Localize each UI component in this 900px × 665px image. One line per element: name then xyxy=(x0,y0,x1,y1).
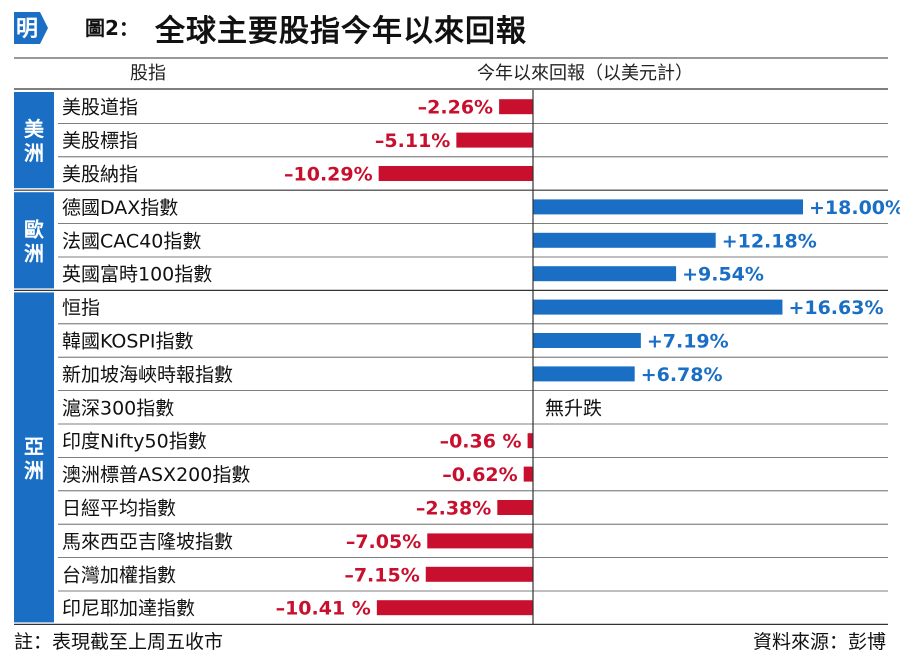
bar-negative xyxy=(499,99,533,115)
value-label: –10.29% xyxy=(284,164,373,186)
index-name: 馬來西亞吉隆坡指數 xyxy=(62,531,233,553)
value-label: +6.78% xyxy=(641,364,723,386)
value-label: +9.54% xyxy=(682,264,764,286)
value-label: +16.63% xyxy=(788,297,883,319)
value-label: –5.11% xyxy=(375,130,450,152)
value-label: –2.38% xyxy=(416,498,491,520)
index-name: 印度Nifty50指數 xyxy=(62,431,207,453)
index-name: 德國DAX指數 xyxy=(62,197,178,219)
bar-negative xyxy=(523,466,533,482)
index-name: 英國富時100指數 xyxy=(62,264,212,286)
column-header-index: 股指 xyxy=(130,63,166,84)
value-label: –2.26% xyxy=(418,97,493,119)
index-name: 恒指 xyxy=(62,297,100,319)
index-name: 美股道指 xyxy=(62,97,138,119)
column-header-return: 今年以來回報（以美元計） xyxy=(477,63,693,84)
bar-negative xyxy=(456,132,533,148)
bar-positive xyxy=(533,199,803,215)
value-label: +18.00% xyxy=(809,197,900,219)
region-label: 洲 xyxy=(24,141,44,165)
index-name: 美股納指 xyxy=(62,164,138,186)
region-label: 歐 xyxy=(24,217,44,241)
region-band xyxy=(14,292,54,623)
index-name: 韓國KOSPI指數 xyxy=(62,331,194,353)
bar-positive xyxy=(533,299,783,315)
value-label: +7.19% xyxy=(647,331,729,353)
bar-negative xyxy=(497,500,533,515)
value-label: 無升跌 xyxy=(545,397,602,419)
region-label: 洲 xyxy=(24,241,44,265)
bar-positive xyxy=(533,266,677,282)
region-label: 亞 xyxy=(24,434,44,458)
ming-pao-logo-icon: 明 xyxy=(14,12,48,44)
logo-char: 明 xyxy=(16,17,38,42)
bar-negative xyxy=(376,600,533,616)
index-name: 澳洲標普ASX200指數 xyxy=(62,464,250,486)
figure-number: 圖2： xyxy=(85,16,139,40)
region-label: 美 xyxy=(24,117,45,141)
chart-title: 全球主要股指今年以來回報 xyxy=(155,14,527,49)
value-label: –0.36 % xyxy=(440,431,522,453)
footnote: 註：表現截至上周五收市 xyxy=(14,631,224,653)
bar-negative xyxy=(425,566,533,582)
value-label: –10.41 % xyxy=(276,598,371,620)
source-note: 資料來源：彭博 xyxy=(752,631,886,653)
index-name: 法國CAC40指數 xyxy=(62,230,201,252)
region-band xyxy=(14,192,54,289)
index-name: 滬深300指數 xyxy=(62,397,174,419)
bar-positive xyxy=(533,232,716,248)
value-label: –7.15% xyxy=(344,564,419,586)
bar-positive xyxy=(533,333,641,348)
index-name: 印尼耶加達指數 xyxy=(62,598,195,620)
value-label: +12.18% xyxy=(722,230,817,252)
value-label: –7.05% xyxy=(346,531,421,553)
region-band xyxy=(14,92,54,189)
value-label: –0.62% xyxy=(442,464,517,486)
index-name: 美股標指 xyxy=(62,130,138,152)
bar-negative xyxy=(378,166,533,181)
index-name: 新加坡海峽時報指數 xyxy=(62,364,233,386)
region-label: 洲 xyxy=(24,458,44,482)
bar-negative xyxy=(427,533,533,549)
bar-positive xyxy=(533,366,635,382)
index-name: 日經平均指數 xyxy=(62,498,176,520)
index-name: 台灣加權指數 xyxy=(62,564,176,586)
bar-negative xyxy=(527,433,533,449)
